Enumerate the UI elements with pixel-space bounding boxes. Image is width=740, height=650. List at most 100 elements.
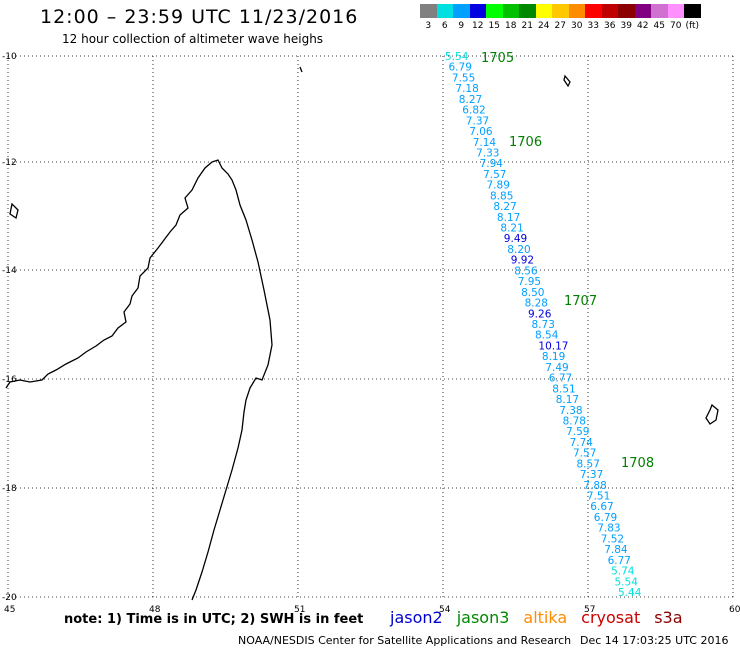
axis-ticks: 45 48 51 54 57 60 -10 -12 -14 -16 -18 -20 bbox=[2, 52, 740, 615]
wave-height-label: 8.51 bbox=[552, 383, 575, 395]
wave-height-label: 8.28 bbox=[525, 298, 548, 310]
legend-swatch bbox=[469, 4, 486, 18]
wave-height-label: 9.26 bbox=[528, 308, 552, 320]
wave-height-label: 8.56 bbox=[514, 265, 538, 277]
wave-height-label: 5.74 bbox=[611, 566, 635, 578]
map-subtitle: 12 hour collection of altimeter wave hei… bbox=[62, 32, 324, 46]
wave-height-label: 8.27 bbox=[493, 201, 516, 213]
legend-swatch bbox=[486, 4, 503, 18]
legend-label: 42 bbox=[637, 21, 649, 31]
island-north bbox=[563, 74, 571, 88]
island-nw bbox=[9, 202, 19, 220]
wave-height-label: 7.57 bbox=[573, 448, 596, 460]
legend-swatch bbox=[436, 4, 453, 18]
coastline bbox=[5, 66, 719, 601]
legend-swatch bbox=[585, 4, 602, 18]
timestamp: Dec 14 17:03:25 UTC 2016 bbox=[580, 634, 729, 647]
wave-height-label: 6.79 bbox=[449, 62, 472, 74]
wave-height-label: 6.77 bbox=[549, 373, 572, 385]
lon-tick-label: 60 bbox=[729, 605, 740, 615]
legend-swatch bbox=[651, 4, 668, 18]
legend-swatch bbox=[519, 4, 536, 18]
legend-label: 9 bbox=[458, 21, 465, 31]
wave-height-label: 7.33 bbox=[476, 148, 499, 160]
legend-label: (ft) bbox=[685, 21, 700, 31]
wave-height-label: 8.17 bbox=[556, 394, 579, 406]
lat-tick-label: -18 bbox=[2, 484, 17, 494]
legend-label: 15 bbox=[488, 21, 500, 31]
wave-height-label: 7.83 bbox=[597, 523, 620, 535]
satellite-legend: jason2 jason3 altika cryosat s3a bbox=[390, 608, 697, 627]
wave-height-label: 7.51 bbox=[587, 491, 610, 503]
map-title: 12:00 – 23:59 UTC 11/23/2016 bbox=[40, 6, 359, 28]
legend-label: 39 bbox=[620, 21, 632, 31]
legend-label: 6 bbox=[441, 21, 448, 31]
wave-height-label: 7.38 bbox=[559, 405, 582, 417]
pass-number-label: 1705 bbox=[481, 51, 514, 66]
wave-height-label: 8.73 bbox=[532, 319, 555, 331]
legend-label: 18 bbox=[505, 21, 517, 31]
wave-height-label: 9.49 bbox=[504, 233, 527, 245]
pass-number-label: 1707 bbox=[564, 294, 597, 309]
wave-height-label: 7.94 bbox=[480, 158, 504, 170]
legend-swatch bbox=[502, 4, 519, 18]
wave-height-label: 7.52 bbox=[601, 533, 624, 545]
island-east bbox=[705, 403, 719, 425]
lat-tick-label: -14 bbox=[2, 266, 17, 276]
legend-label: 36 bbox=[604, 21, 616, 31]
wave-height-label: 8.27 bbox=[459, 94, 482, 106]
wave-height-label: 7.95 bbox=[518, 276, 541, 288]
wave-height-label: 6.67 bbox=[590, 501, 613, 513]
wave-height-label: 9.92 bbox=[511, 255, 534, 267]
wave-height-label: 7.74 bbox=[570, 437, 594, 449]
satellite-name: s3a bbox=[654, 608, 683, 627]
wave-height-label: 5.54 bbox=[445, 51, 469, 63]
legend-label: 30 bbox=[571, 21, 583, 31]
wave-height-label: 7.55 bbox=[452, 72, 475, 84]
legend-label: 27 bbox=[554, 21, 566, 31]
legend-label: 24 bbox=[538, 21, 550, 31]
wave-height-label: 7.18 bbox=[455, 83, 478, 95]
wave-height-label: 6.82 bbox=[462, 105, 485, 117]
color-legend: 3 6 9 12 15 18 21 24 27 30 33 36 39 42 45 70 (ft) bbox=[420, 4, 701, 31]
wave-height-label: 8.54 bbox=[535, 330, 559, 342]
legend-label: 45 bbox=[653, 21, 665, 31]
legend-label: 3 bbox=[425, 21, 432, 31]
wave-height-label: 6.77 bbox=[608, 555, 631, 567]
satellite-name: cryosat bbox=[581, 608, 641, 627]
wave-height-label: 7.57 bbox=[483, 169, 506, 181]
lat-tick-label: -20 bbox=[2, 593, 17, 603]
pass-labels: 1705 1706 1707 1708 bbox=[481, 51, 654, 471]
wave-height-label: 10.17 bbox=[538, 340, 568, 352]
legend-swatch bbox=[618, 4, 635, 18]
madagascar-coastline bbox=[5, 66, 303, 601]
legend-swatch bbox=[535, 4, 552, 18]
lon-tick-label: 54 bbox=[439, 605, 451, 615]
lon-tick-label: 45 bbox=[4, 605, 15, 615]
legend-label: 70 bbox=[670, 21, 682, 31]
wave-height-label: 7.37 bbox=[580, 469, 603, 481]
wave-height-label: 7.14 bbox=[473, 137, 497, 149]
legend-swatch bbox=[634, 4, 651, 18]
wave-height-label: 8.50 bbox=[521, 287, 544, 299]
wave-height-label: 7.84 bbox=[604, 544, 628, 556]
legend-label: 33 bbox=[587, 21, 599, 31]
wave-height-label: 6.79 bbox=[594, 512, 617, 524]
legend-swatch bbox=[601, 4, 618, 18]
satellite-name: jason2 bbox=[390, 608, 443, 627]
wave-height-label: 8.20 bbox=[507, 244, 530, 256]
wave-height-label: 7.06 bbox=[469, 126, 493, 138]
legend-swatch bbox=[453, 4, 470, 18]
lat-tick-label: -10 bbox=[2, 52, 17, 62]
satellite-name: jason3 bbox=[456, 608, 510, 627]
wave-height-label: 7.89 bbox=[487, 180, 510, 192]
satellite-name: altika bbox=[523, 608, 568, 627]
wave-height-label: 7.59 bbox=[566, 426, 589, 438]
wave-height-label: 7.37 bbox=[466, 115, 489, 127]
lat-lon-grid bbox=[7, 55, 734, 598]
wave-height-label: 8.17 bbox=[497, 212, 520, 224]
lat-tick-label: -12 bbox=[2, 158, 17, 168]
legend-label: 21 bbox=[521, 21, 533, 31]
lon-tick-label: 48 bbox=[149, 605, 161, 615]
